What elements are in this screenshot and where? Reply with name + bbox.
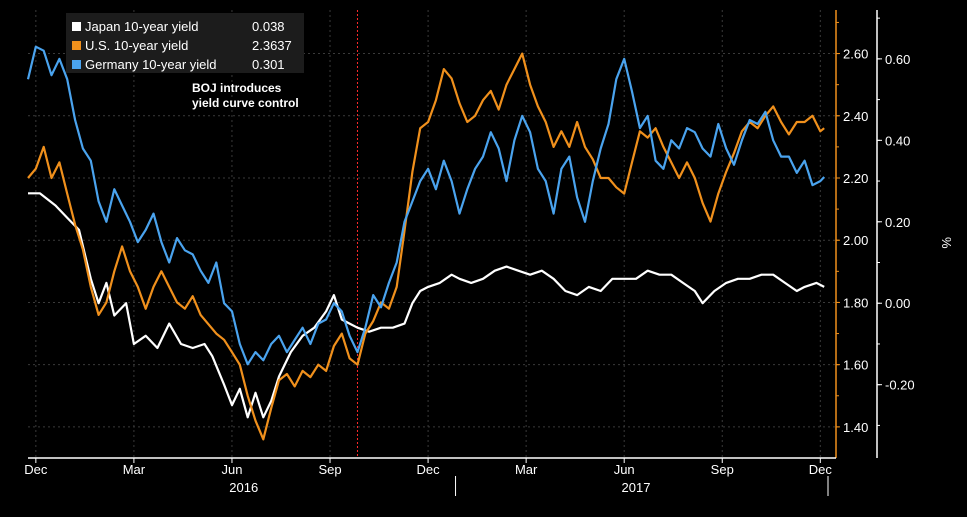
legend-value-germany: 0.301: [252, 57, 285, 72]
right-axis-label: 0.60: [885, 52, 910, 67]
legend-swatch-japan: [72, 22, 81, 31]
series-line-japan: [28, 192, 825, 419]
right-axis-label: 0.40: [885, 133, 910, 148]
legend-swatch-us: [72, 41, 81, 50]
x-axis-month-label: Sep: [711, 462, 734, 477]
x-axis-month-label: Dec: [809, 462, 833, 477]
x-axis-month-label: Jun: [614, 462, 635, 477]
legend-value-us: 2.3637: [252, 38, 292, 53]
series-line-germany: [26, 45, 825, 366]
left-axis-label: 2.40: [843, 109, 868, 124]
right-axis-unit: %: [939, 237, 954, 249]
x-axis-month-label: Dec: [24, 462, 48, 477]
series-lines: [26, 45, 825, 441]
legend-value-japan: 0.038: [252, 19, 285, 34]
x-axis-month-label: Dec: [417, 462, 441, 477]
x-axis-year-label: 2016: [229, 480, 258, 495]
x-axis-month-label: Mar: [515, 462, 538, 477]
boj-annotation: BOJ introduces yield curve control: [192, 81, 299, 111]
x-axis-month-label: Sep: [318, 462, 341, 477]
legend-label-germany: Germany 10-year yield: [85, 57, 217, 72]
legend-label-us: U.S. 10-year yield: [85, 38, 189, 53]
grid-lines: [28, 10, 836, 458]
left-axis-label: 2.00: [843, 233, 868, 248]
legend-item-japan: Japan 10-year yield 0.038: [66, 17, 304, 36]
legend-item-germany: Germany 10-year yield 0.301: [66, 55, 304, 74]
legend-swatch-germany: [72, 60, 81, 69]
left-axis-label: 2.20: [843, 171, 868, 186]
left-axis-label: 2.60: [843, 47, 868, 62]
legend-label-japan: Japan 10-year yield: [85, 19, 199, 34]
right-axis: -0.20 0.00 0.20 0.40 0.60%: [876, 10, 954, 458]
legend-item-us: U.S. 10-year yield 2.3637: [66, 36, 304, 55]
left-axis-label: 1.80: [843, 295, 868, 310]
x-axis: Dec Mar Jun Sep Dec Mar Jun Sep Dec 2016 2017: [24, 457, 836, 496]
x-axis-month-label: Jun: [221, 462, 242, 477]
right-axis-label: 0.00: [885, 296, 910, 311]
right-axis-label: 0.20: [885, 215, 910, 230]
left-axis-label: 1.40: [843, 420, 868, 435]
series-line-us: [27, 52, 825, 441]
x-axis-month-label: Mar: [123, 462, 146, 477]
annotation-line-1: BOJ introduces: [192, 81, 282, 95]
right-axis-label: -0.20: [885, 378, 915, 393]
annotation-line-2: yield curve control: [192, 96, 299, 110]
left-axis: 1.40 1.60 1.80 2.00 2.20 2.40 2.60: [835, 10, 868, 458]
legend: Japan 10-year yield 0.038 U.S. 10-year y…: [66, 13, 304, 73]
left-axis-label: 1.60: [843, 358, 868, 373]
x-axis-year-label: 2017: [622, 480, 651, 495]
